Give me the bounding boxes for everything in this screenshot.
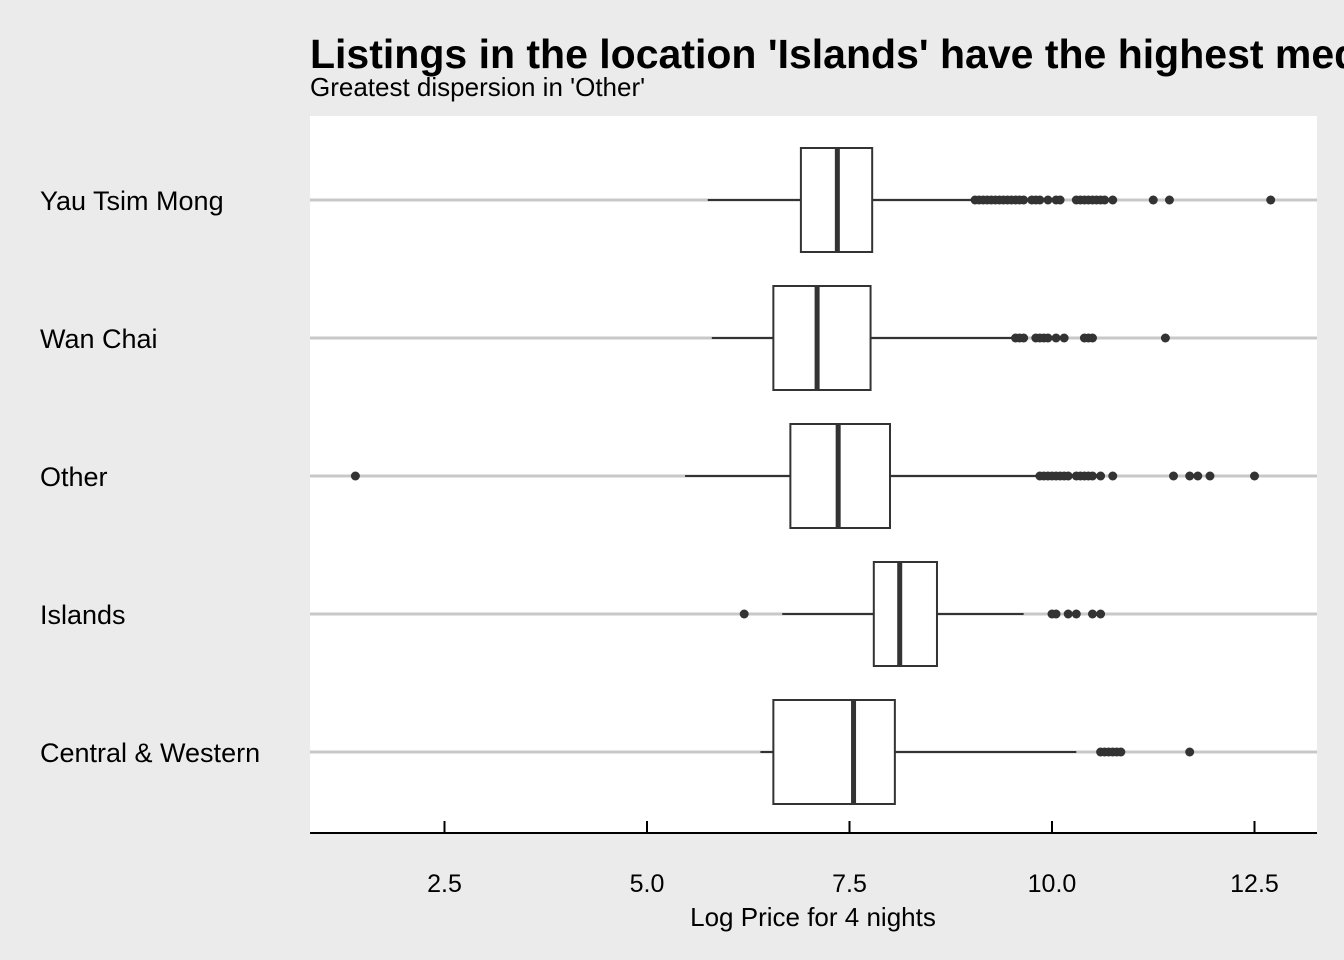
outlier-point [1185,747,1195,757]
outlier-point [1071,609,1081,619]
outlier-point [739,609,749,619]
box-central-western [760,699,1195,805]
outlier-point [1088,471,1097,481]
outlier-point [1088,609,1097,619]
x-tick-label: 2.5 [427,870,462,898]
x-axis-ticks: 2.5 5.0 7.5 10.0 12.5 [427,821,1279,898]
outlier-point [1100,195,1110,205]
outlier-point [1250,471,1259,481]
box-wan-chai [711,285,1170,391]
outlier-point [1205,471,1215,481]
iqr-box [872,561,938,667]
outlier-point [1088,333,1097,343]
iqr-box [772,699,896,805]
x-axis-title: Log Price for 4 nights [690,902,936,932]
y-tick-label: Islands [40,600,126,630]
box-other [350,423,1259,529]
y-tick-label: Central & Western [40,738,260,768]
x-tick-label: 7.5 [832,870,867,898]
y-tick-label: Yau Tsim Mong [40,186,224,216]
outlier-point [1108,471,1118,481]
outlier-point [1160,333,1170,343]
outlier-point [1266,195,1276,205]
outlier-point [1185,471,1195,481]
outlier-point [1108,195,1118,205]
outlier-point [1051,333,1061,343]
boxes-layer [350,147,1276,805]
outlier-point [1059,333,1069,343]
chart-subtitle: Greatest dispersion in 'Other' [310,72,645,102]
outlier-point [1063,609,1073,619]
outlier-point [1096,609,1106,619]
y-axis-labels: Yau Tsim Mong Wan Chai Other Islands Central… [40,186,260,768]
outlier-point [1055,195,1065,205]
y-tick-label: Wan Chai [40,324,158,354]
outlier-point [1043,333,1053,343]
outlier-point [1193,471,1203,481]
outlier-point [1035,195,1045,205]
chart-title: Listings in the location 'Islands' have … [310,31,1344,77]
x-tick-label: 5.0 [630,870,665,898]
iqr-box [772,285,872,391]
outlier-point [1116,747,1126,757]
outlier-point [350,471,360,481]
outlier-point [1096,471,1106,481]
x-tick-label: 12.5 [1230,870,1279,898]
outlier-point [1019,333,1029,343]
outlier-point [1063,471,1073,481]
outlier-point [1051,609,1061,619]
box-yau-tsim-mong [707,147,1276,253]
outlier-point [1019,195,1029,205]
y-tick-label: Other [40,462,108,492]
box-islands [739,561,1106,667]
outlier-point [1169,471,1178,481]
outlier-point [1043,195,1053,205]
outlier-point [1164,195,1174,205]
outlier-point [1148,195,1158,205]
x-tick-label: 10.0 [1028,870,1077,898]
